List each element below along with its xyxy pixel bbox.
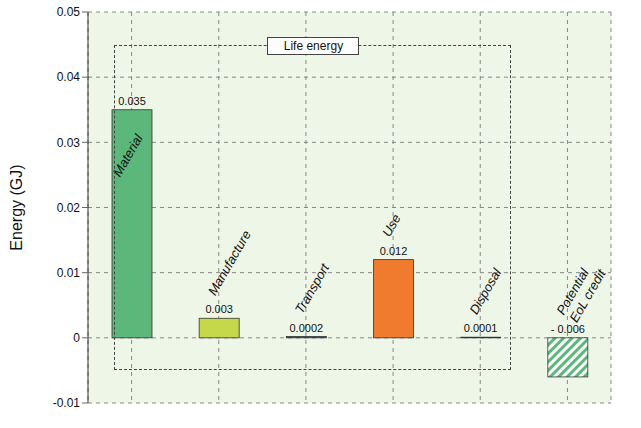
svg-text:0.012: 0.012 — [380, 245, 408, 257]
svg-text:0.02: 0.02 — [57, 201, 81, 215]
svg-text:-0.01: -0.01 — [53, 396, 81, 410]
html-text:Life energy: Life energy — [283, 39, 344, 53]
svg-text:0.01: 0.01 — [57, 266, 81, 280]
svg-text:0.0001: 0.0001 — [464, 322, 498, 334]
svg-text:Use: Use — [379, 212, 404, 240]
svg-text:0.035: 0.035 — [118, 95, 146, 107]
svg-text:0.003: 0.003 — [205, 303, 233, 315]
svg-text:Transport: Transport — [292, 260, 333, 316]
svg-text:Manufacture: Manufacture — [205, 228, 254, 298]
svg-text:0: 0 — [73, 331, 80, 345]
svg-text:Material: Material — [110, 131, 147, 180]
svg-text:Disposal: Disposal — [466, 265, 504, 317]
svg-text:0.05: 0.05 — [57, 5, 81, 19]
svg-text:PotentialEoL credit: PotentialEoL credit — [553, 258, 609, 325]
svg-text:0.0002: 0.0002 — [290, 322, 324, 334]
svg-text:- 0.006: - 0.006 — [551, 323, 585, 335]
svg-text:0.04: 0.04 — [57, 70, 81, 84]
svg-text:Energy (GJ): Energy (GJ) — [8, 164, 25, 250]
svg-text:0.03: 0.03 — [57, 136, 81, 150]
